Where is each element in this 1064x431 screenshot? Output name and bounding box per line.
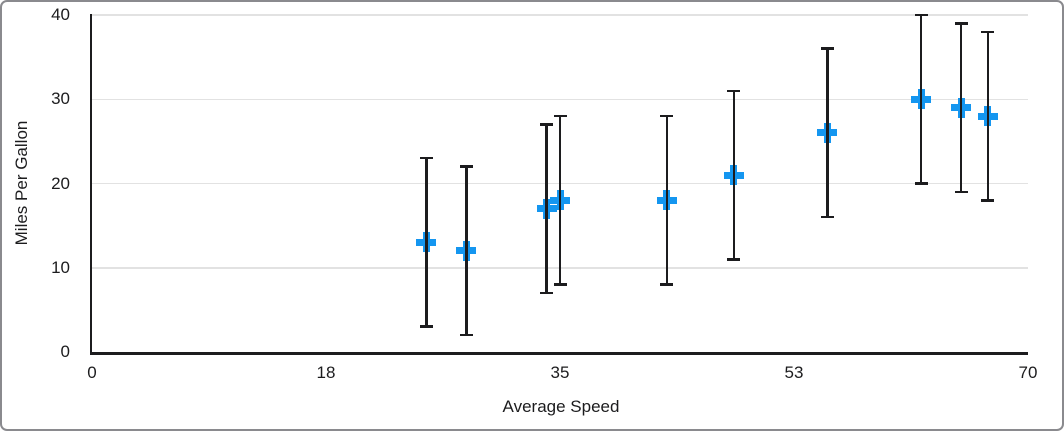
error-bar-cap-top [820, 47, 834, 50]
gridline [92, 98, 1028, 100]
error-bar-line [826, 48, 829, 218]
y-axis-tick-label: 20 [51, 173, 70, 193]
error-bar-cap-top [540, 123, 554, 126]
error-bar-cap-top [914, 13, 928, 17]
y-axis-tick-label: 10 [51, 257, 70, 277]
x-axis-tick-label: 70 [1018, 363, 1038, 382]
error-bar-line [465, 166, 468, 336]
error-bar-cap-top [459, 165, 473, 168]
error-bar-cap-top [981, 30, 995, 34]
error-bar-line [425, 158, 428, 327]
error-bar-cap-bottom [660, 283, 674, 286]
error-bar-cap-top [727, 89, 741, 93]
error-bar-line [732, 90, 736, 260]
error-bar-cap-top [419, 156, 433, 160]
error-bar-cap-bottom [981, 199, 995, 202]
y-axis-tick-label: 30 [51, 89, 70, 109]
error-bar-line [986, 31, 990, 201]
error-bar-cap-bottom [419, 325, 433, 328]
error-bar-line [959, 23, 963, 192]
y-axis-tick-label: 40 [51, 5, 70, 24]
y-axis-title: Miles Per Gallon [12, 120, 31, 246]
error-bar-line [558, 116, 562, 285]
y-axis-line [89, 14, 92, 355]
x-axis-title: Average Speed [502, 397, 620, 416]
x-axis-line [89, 352, 1028, 355]
gridline [92, 14, 1028, 16]
error-bar-cap-bottom [553, 283, 567, 286]
error-bar-cap-bottom [954, 190, 968, 194]
error-bar-cap-top [660, 114, 674, 118]
error-bar-cap-bottom [727, 258, 741, 261]
error-bar-cap-bottom [914, 182, 928, 185]
x-axis-tick-label: 0 [87, 363, 97, 382]
error-bar-line [545, 124, 548, 294]
x-axis-tick-label: 35 [550, 363, 570, 382]
x-axis-tick-label: 53 [784, 363, 804, 382]
y-axis-tick-label: 0 [60, 342, 70, 361]
error-bar-cap-bottom [820, 215, 834, 219]
error-bar-line [665, 116, 669, 285]
x-axis-tick-label: 18 [316, 363, 336, 382]
error-bar-cap-top [954, 22, 968, 25]
error-bar-cap-bottom [540, 291, 554, 295]
error-bar-line [919, 15, 923, 184]
error-bar-cap-bottom [459, 333, 473, 337]
error-bar-cap-top [553, 114, 567, 118]
